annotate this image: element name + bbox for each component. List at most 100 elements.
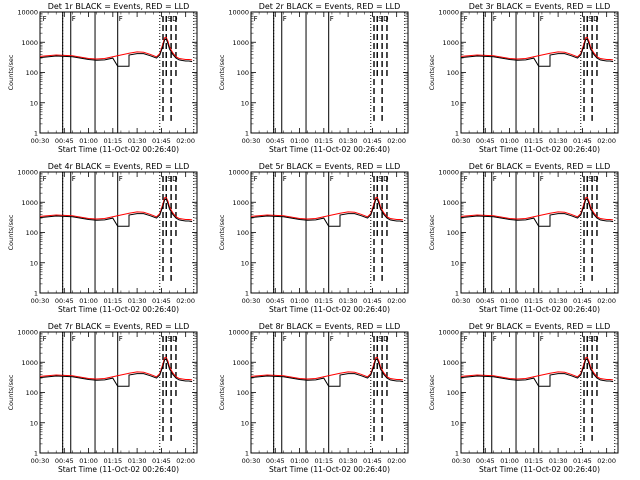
x-tick-label: 01:00 [79, 137, 98, 145]
x-tick-label: 00:30 [31, 137, 50, 145]
x-tick-label: 01:45 [363, 457, 382, 465]
marker-annotation: S [588, 335, 593, 343]
y-tick-label: 10000 [438, 329, 459, 337]
y-tick-label: 1000 [232, 199, 249, 207]
y-tick-label: 1000 [442, 199, 459, 207]
series-lld-line [460, 36, 614, 61]
x-tick-label: 01:45 [152, 297, 171, 305]
marker-annotation: S [588, 15, 593, 23]
x-tick-label: 01:30 [339, 297, 358, 305]
y-tick-label: 1 [34, 290, 38, 298]
panel-title: Det 5r BLACK = Events, RED = LLD [259, 162, 401, 171]
panel-8: Det 8r BLACK = Events, RED = LLD Counts/s… [218, 322, 409, 474]
marker-annotation: S [378, 335, 383, 343]
x-tick-label: 00:30 [452, 457, 471, 465]
x-tick-label: 00:30 [31, 297, 50, 305]
x-tick-label: 01:00 [79, 457, 98, 465]
x-tick-label: 00:45 [476, 137, 495, 145]
x-tick-label: 01:45 [363, 297, 382, 305]
x-tick-label: 02:00 [597, 137, 616, 145]
marker-annotation: D [593, 15, 598, 23]
y-tick-label: 10000 [228, 329, 249, 337]
panel-title: Det 2r BLACK = Events, RED = LLD [259, 2, 401, 11]
y-tick-label: 100 [447, 389, 459, 397]
marker-annotation: S [378, 175, 383, 183]
y-tick-label: 1000 [232, 359, 249, 367]
panel-9: Det 9r BLACK = Events, RED = LLD Counts/s… [428, 322, 619, 474]
y-tick-label: 100 [237, 229, 249, 237]
marker-annotation: F [540, 175, 544, 183]
marker-annotation: F [72, 15, 76, 23]
x-tick-label: 02:00 [387, 457, 406, 465]
y-tick-label: 1 [455, 290, 459, 298]
x-tick-label: 01:45 [152, 137, 171, 145]
x-tick-label: 01:15 [314, 137, 333, 145]
marker-annotation: F [283, 15, 287, 23]
panel-title: Det 9r BLACK = Events, RED = LLD [469, 322, 611, 331]
x-tick-label: 01:30 [339, 137, 358, 145]
marker-annotation: S [167, 175, 172, 183]
y-tick-label: 10 [241, 419, 249, 427]
marker-annotation: S [378, 15, 383, 23]
x-tick-label: 00:30 [452, 137, 471, 145]
x-tick-label: 02:00 [176, 457, 195, 465]
marker-annotation: F [283, 335, 287, 343]
y-axis-label: Counts/sec [218, 214, 226, 250]
y-tick-label: 100 [237, 69, 249, 77]
x-tick-label: 01:30 [128, 137, 147, 145]
y-axis-label: Counts/sec [7, 214, 15, 250]
x-tick-label: 01:00 [290, 137, 309, 145]
y-axis-label: Counts/sec [428, 214, 436, 250]
series-events-line [39, 198, 193, 227]
y-tick-label: 10000 [228, 169, 249, 177]
panel-4: Det 4r BLACK = Events, RED = LLD Counts/s… [7, 162, 198, 314]
x-tick-label: 00:30 [31, 457, 50, 465]
x-tick-label: 01:00 [79, 297, 98, 305]
x-tick-label: 01:15 [103, 457, 122, 465]
y-axis-label: Counts/sec [428, 54, 436, 90]
x-tick-label: 01:00 [500, 297, 519, 305]
x-tick-label: 00:45 [476, 457, 495, 465]
x-tick-label: 01:30 [128, 297, 147, 305]
y-tick-label: 1 [455, 450, 459, 458]
x-tick-label: 00:30 [242, 297, 261, 305]
x-tick-label: 00:45 [266, 297, 285, 305]
panel-6: Det 6r BLACK = Events, RED = LLD Counts/s… [428, 162, 619, 314]
x-tick-label: 02:00 [176, 297, 195, 305]
marker-annotation: S [167, 335, 172, 343]
x-tick-label: 01:45 [573, 137, 592, 145]
y-tick-label: 1 [34, 450, 38, 458]
y-tick-label: 100 [26, 229, 38, 237]
x-axis-label: Start Time (11-Oct-02 00:26:40) [58, 145, 179, 154]
x-tick-label: 01:30 [339, 457, 358, 465]
series-events-line [460, 38, 614, 67]
marker-annotation: F [254, 335, 258, 343]
marker-annotation: F [72, 335, 76, 343]
series-lld-line [39, 36, 193, 61]
marker-annotation: F [493, 15, 497, 23]
marker-annotation: F [43, 15, 47, 23]
y-tick-label: 1000 [442, 39, 459, 47]
marker-annotation: D [172, 335, 177, 343]
x-tick-label: 01:45 [573, 457, 592, 465]
marker-annotation: F [72, 175, 76, 183]
y-tick-label: 10 [241, 99, 249, 107]
series-events-line [460, 358, 614, 387]
x-tick-label: 01:15 [524, 297, 543, 305]
y-axis-label: Counts/sec [7, 54, 15, 90]
x-tick-label: 01:00 [500, 457, 519, 465]
x-tick-label: 01:15 [314, 297, 333, 305]
x-tick-label: 01:00 [290, 297, 309, 305]
x-axis-label: Start Time (11-Oct-02 00:26:40) [269, 305, 390, 314]
x-tick-label: 01:45 [363, 137, 382, 145]
x-axis-label: Start Time (11-Oct-02 00:26:40) [479, 465, 600, 474]
series-events-line [250, 358, 404, 387]
marker-annotation: F [119, 175, 123, 183]
marker-annotation: F [330, 15, 334, 23]
y-tick-label: 100 [26, 69, 38, 77]
x-tick-label: 01:30 [128, 457, 147, 465]
series-lld-line [39, 356, 193, 381]
marker-annotation: F [330, 335, 334, 343]
y-tick-label: 1000 [232, 39, 249, 47]
x-tick-label: 00:45 [55, 137, 74, 145]
